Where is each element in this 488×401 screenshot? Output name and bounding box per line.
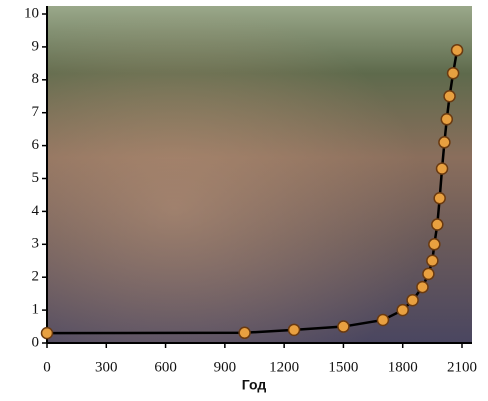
data-point — [446, 66, 460, 80]
x-tick-label: 900 — [214, 359, 237, 375]
data-point — [416, 280, 429, 294]
data-point — [426, 254, 439, 267]
y-tick-label: 3 — [32, 236, 40, 252]
y-tick-label: 9 — [32, 38, 40, 54]
data-point — [443, 90, 456, 103]
data-point — [422, 267, 435, 281]
data-point — [450, 43, 464, 57]
y-tick-label: 4 — [32, 203, 40, 219]
data-point — [238, 326, 251, 340]
data-point — [287, 323, 301, 337]
x-tick-label: 600 — [154, 359, 177, 375]
y-tick-label: 0 — [32, 334, 40, 350]
x-tick-label: 0 — [43, 359, 51, 375]
x-tick-label: 1500 — [328, 359, 358, 375]
y-tick-label: 2 — [32, 269, 40, 285]
y-tick-label: 7 — [32, 104, 40, 120]
data-point — [440, 113, 454, 126]
x-tick-label: 300 — [95, 359, 118, 375]
data-point — [396, 303, 409, 317]
data-point — [428, 238, 441, 251]
x-tick-label: 1800 — [388, 359, 418, 375]
y-tick-label: 5 — [32, 170, 40, 186]
background-photo-tint — [47, 6, 472, 343]
y-tick-label: 6 — [32, 137, 40, 153]
y-tick-label: 8 — [32, 71, 40, 87]
x-tick-label: 2100 — [447, 359, 477, 375]
data-point — [435, 162, 449, 175]
y-tick-label: 10 — [24, 5, 39, 21]
data-point — [40, 326, 54, 340]
x-axis-label: Год — [242, 377, 267, 393]
data-point — [376, 313, 390, 327]
y-tick-label: 1 — [32, 302, 40, 318]
data-point — [406, 293, 419, 307]
x-tick-label: 1200 — [269, 359, 299, 375]
data-point — [438, 136, 451, 149]
data-point — [337, 320, 350, 333]
data-point — [433, 191, 446, 205]
data-point — [431, 218, 444, 231]
